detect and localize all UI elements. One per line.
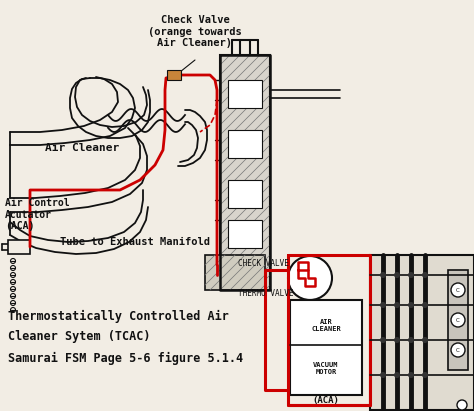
Circle shape (422, 272, 428, 278)
Text: (ACA): (ACA) (312, 395, 339, 404)
Text: Samurai FSM Page 5-6 figure 5.1.4: Samurai FSM Page 5-6 figure 5.1.4 (8, 352, 243, 365)
Text: Thermostatically Controlled Air: Thermostatically Controlled Air (8, 310, 229, 323)
Circle shape (288, 256, 332, 300)
Text: C: C (456, 288, 460, 293)
Circle shape (394, 302, 400, 308)
Circle shape (380, 337, 386, 343)
Bar (205, 255, 265, 290)
Bar (448, 270, 468, 370)
Text: THERMO VALVE: THERMO VALVE (238, 289, 293, 298)
Text: Cleaner Sytem (TCAC): Cleaner Sytem (TCAC) (8, 330, 151, 343)
Bar (370, 255, 474, 410)
Circle shape (408, 272, 414, 278)
Bar (228, 80, 262, 108)
Circle shape (380, 302, 386, 308)
Text: Tube to Exhaust Manifold: Tube to Exhaust Manifold (60, 237, 210, 247)
Circle shape (408, 372, 414, 378)
Text: Air Control
Acutator
(ACA): Air Control Acutator (ACA) (5, 198, 70, 231)
Bar (290, 300, 362, 395)
Text: AIR
CLEANER: AIR CLEANER (311, 319, 341, 332)
Circle shape (451, 283, 465, 297)
Bar (167, 70, 181, 80)
Bar (228, 180, 262, 208)
Circle shape (422, 372, 428, 378)
Text: VACUUM
MOTOR: VACUUM MOTOR (313, 362, 339, 374)
Bar (8, 240, 30, 254)
Circle shape (422, 337, 428, 343)
Circle shape (394, 272, 400, 278)
Text: CHECK VALVE: CHECK VALVE (238, 259, 289, 268)
Circle shape (380, 272, 386, 278)
Circle shape (394, 372, 400, 378)
Bar (220, 55, 270, 290)
Text: Check Valve
(orange towards
Air Cleaner): Check Valve (orange towards Air Cleaner) (148, 15, 242, 48)
Circle shape (451, 343, 465, 357)
Text: Air Cleaner: Air Cleaner (45, 143, 119, 153)
Circle shape (451, 313, 465, 327)
Circle shape (380, 372, 386, 378)
Circle shape (457, 400, 467, 410)
Circle shape (408, 337, 414, 343)
Bar (228, 130, 262, 158)
Text: C: C (456, 318, 460, 323)
Circle shape (394, 337, 400, 343)
Circle shape (422, 302, 428, 308)
Bar (228, 220, 262, 248)
Text: C: C (456, 347, 460, 353)
Circle shape (408, 302, 414, 308)
